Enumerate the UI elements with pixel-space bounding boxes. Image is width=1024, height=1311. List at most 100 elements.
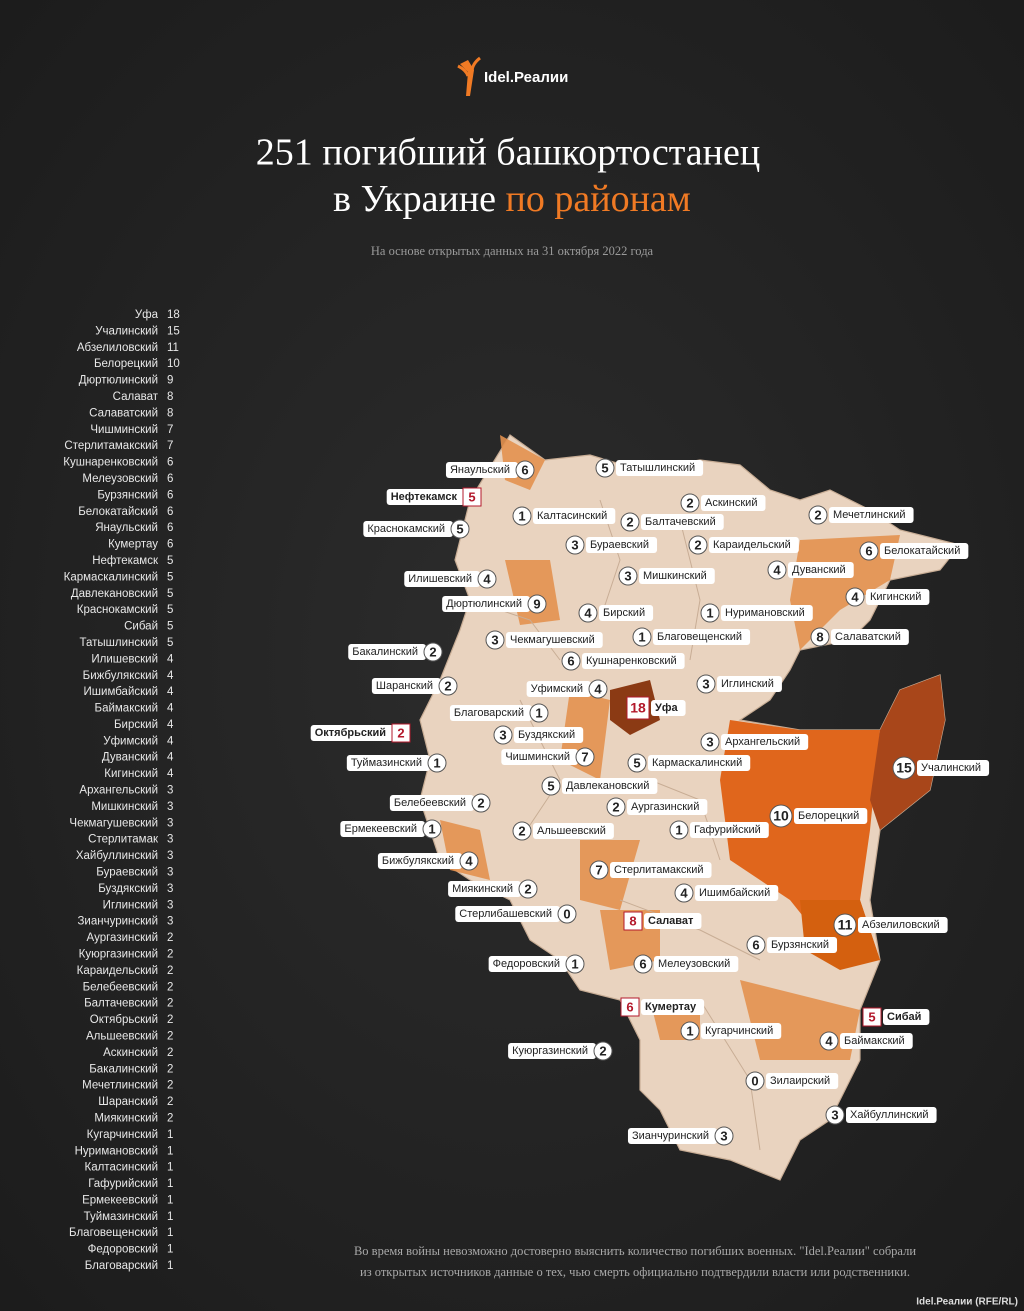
value-label: 2 <box>167 1096 173 1108</box>
value-badge <box>575 747 595 767</box>
bar-label: Чекмагушевский <box>69 817 158 829</box>
label-bg <box>310 725 394 741</box>
value-label: 2 <box>429 644 436 659</box>
value-label: 4 <box>483 571 491 586</box>
value-label: 2 <box>814 507 821 522</box>
district-label: Дюртюлинский <box>446 598 522 610</box>
value-label: 1 <box>167 1211 173 1223</box>
value-label: 1 <box>428 821 435 836</box>
footnote: из открытых источников данные о тех, чью… <box>360 1265 910 1279</box>
value-badge <box>680 1021 700 1041</box>
label-bg <box>866 589 930 605</box>
bar-label: Янаульский <box>95 522 158 534</box>
value-badge <box>688 535 708 555</box>
value-badge <box>589 860 609 880</box>
district-label: Миякинский <box>452 883 513 895</box>
value-badge <box>565 535 585 555</box>
value-label: 3 <box>720 1128 727 1143</box>
district-label: Альшеевский <box>537 825 606 837</box>
value-label: 8 <box>167 391 173 403</box>
value-label: 5 <box>167 604 173 616</box>
value-badge <box>450 519 470 539</box>
value-badge <box>620 512 640 532</box>
district-label: Белорецкий <box>798 810 859 822</box>
bar-label: Октябрьский <box>90 1014 158 1026</box>
value-label: 6 <box>567 653 574 668</box>
value-label: 2 <box>167 1047 173 1059</box>
value-label: 3 <box>167 801 173 813</box>
value-label: 5 <box>167 555 173 567</box>
region <box>440 435 900 1060</box>
bar-label: Кугарчинский <box>87 1129 158 1141</box>
map: Янаульский 6 Татышлинский 5 Нефтекамск 5 Аскин… <box>310 434 990 1181</box>
district-label: Кармаскалинский <box>652 757 742 769</box>
label-bg <box>363 521 453 537</box>
value-label: 3 <box>831 1107 838 1122</box>
value-label: 2 <box>477 795 484 810</box>
value-label: 15 <box>896 760 912 776</box>
value-label: 1 <box>571 956 578 971</box>
value-label: 5 <box>456 521 463 536</box>
district-label: Баймакский <box>844 1035 905 1047</box>
value-label: 4 <box>167 670 174 682</box>
bar-label: Караидельский <box>77 965 158 977</box>
value-badge <box>700 603 720 623</box>
bar-label: Учалинский <box>95 325 158 337</box>
bar-label: Буздякский <box>98 883 158 895</box>
value-label: 8 <box>167 407 173 419</box>
district-label: Белокатайский <box>884 545 960 557</box>
value-label: 4 <box>167 703 174 715</box>
label-bg <box>533 823 614 839</box>
value-label: 2 <box>167 1030 173 1042</box>
bar-label: Салаватский <box>89 407 158 419</box>
bar-label: Нуримановский <box>75 1145 158 1157</box>
value-badge <box>632 627 652 647</box>
bar-label: Баймакский <box>95 703 158 715</box>
bar-label: Стерлитамакский <box>64 440 158 452</box>
label-bg <box>389 795 474 811</box>
value-badge <box>527 594 547 614</box>
bar-label: Шаранский <box>98 1096 158 1108</box>
value-label: 2 <box>167 1112 173 1124</box>
value-label: 8 <box>816 629 823 644</box>
value-label: 2 <box>167 1014 173 1026</box>
value-label: 2 <box>167 948 173 960</box>
city-label: Уфа <box>655 702 678 714</box>
label-bg <box>654 956 739 972</box>
value-label: 6 <box>626 999 633 1014</box>
bar-label: Нефтекамск <box>92 555 159 567</box>
bar-label: Салават <box>113 391 159 403</box>
district-label: Нуримановский <box>725 607 805 619</box>
bar-label: Мелеузовский <box>82 473 158 485</box>
value-label: 4 <box>584 605 592 620</box>
value-label: 1 <box>686 1023 693 1038</box>
label-bg <box>794 808 868 824</box>
value-badge <box>633 954 653 974</box>
bar-label: Туймазинский <box>84 1211 158 1223</box>
district-label: Бирский <box>603 607 645 619</box>
value-label: 4 <box>167 735 174 747</box>
value-badge <box>471 793 491 813</box>
district-label: Хайбуллинский <box>850 1109 929 1121</box>
district-label: Салаватский <box>835 631 901 643</box>
value-label: 5 <box>633 755 640 770</box>
label-bg <box>455 906 560 922</box>
label-bg <box>449 705 532 721</box>
label-bg <box>721 734 809 750</box>
label-bg <box>404 571 480 587</box>
bar-label: Бакалинский <box>89 1063 158 1075</box>
bar-label: Татышлинский <box>79 637 158 649</box>
label-bg <box>610 862 712 878</box>
value-label: 6 <box>167 539 173 551</box>
value-label: 15 <box>167 325 180 337</box>
district-label: Мелеузовский <box>658 958 730 970</box>
bar-label: Кигинский <box>104 768 158 780</box>
bar-label: Чишминский <box>90 424 158 436</box>
district-label: Благоварский <box>454 707 524 719</box>
bar-label: Мишкинский <box>91 801 158 813</box>
value-badge <box>618 566 638 586</box>
value-label: 6 <box>167 457 173 469</box>
label-bg <box>641 999 705 1015</box>
value-label: 0 <box>563 906 570 921</box>
value-label: 7 <box>595 862 602 877</box>
